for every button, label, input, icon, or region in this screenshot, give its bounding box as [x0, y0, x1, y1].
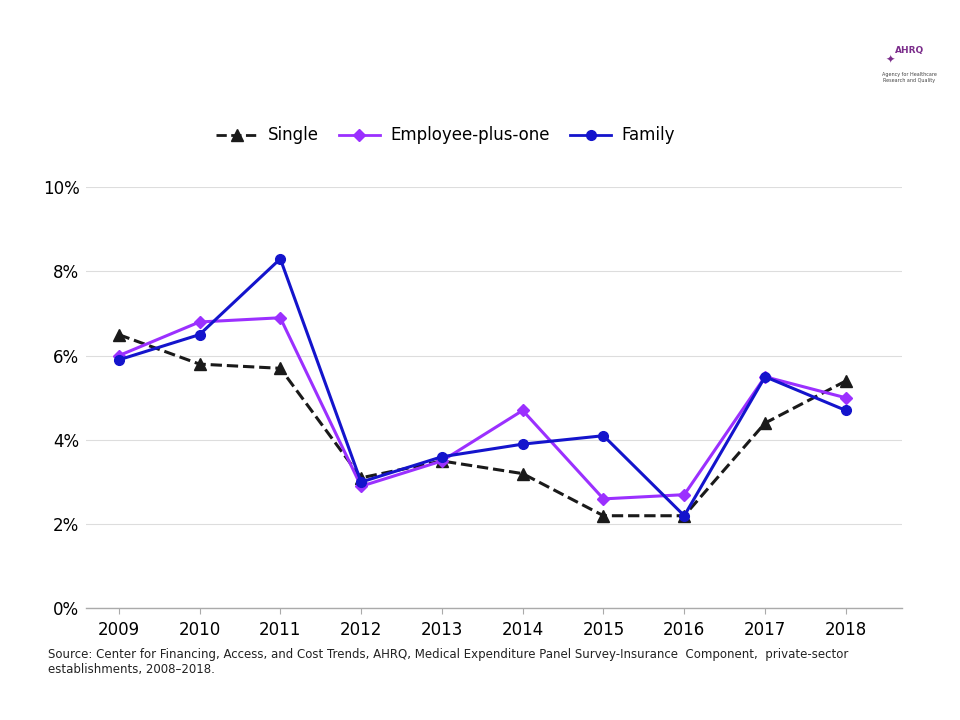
Legend: Single, Employee-plus-one, Family: Single, Employee-plus-one, Family [209, 120, 682, 151]
Ellipse shape [842, 0, 960, 137]
Text: Agency for Healthcare
Research and Quality: Agency for Healthcare Research and Quali… [881, 72, 937, 83]
Text: Figure 9. Percentage change in total premiums per enrolled
private-sector employ: Figure 9. Percentage change in total pre… [69, 28, 776, 100]
Text: ✦: ✦ [885, 55, 895, 65]
Text: Source: Center for Financing, Access, and Cost Trends, AHRQ, Medical Expenditure: Source: Center for Financing, Access, an… [48, 648, 849, 676]
Text: AHRQ: AHRQ [895, 46, 924, 55]
